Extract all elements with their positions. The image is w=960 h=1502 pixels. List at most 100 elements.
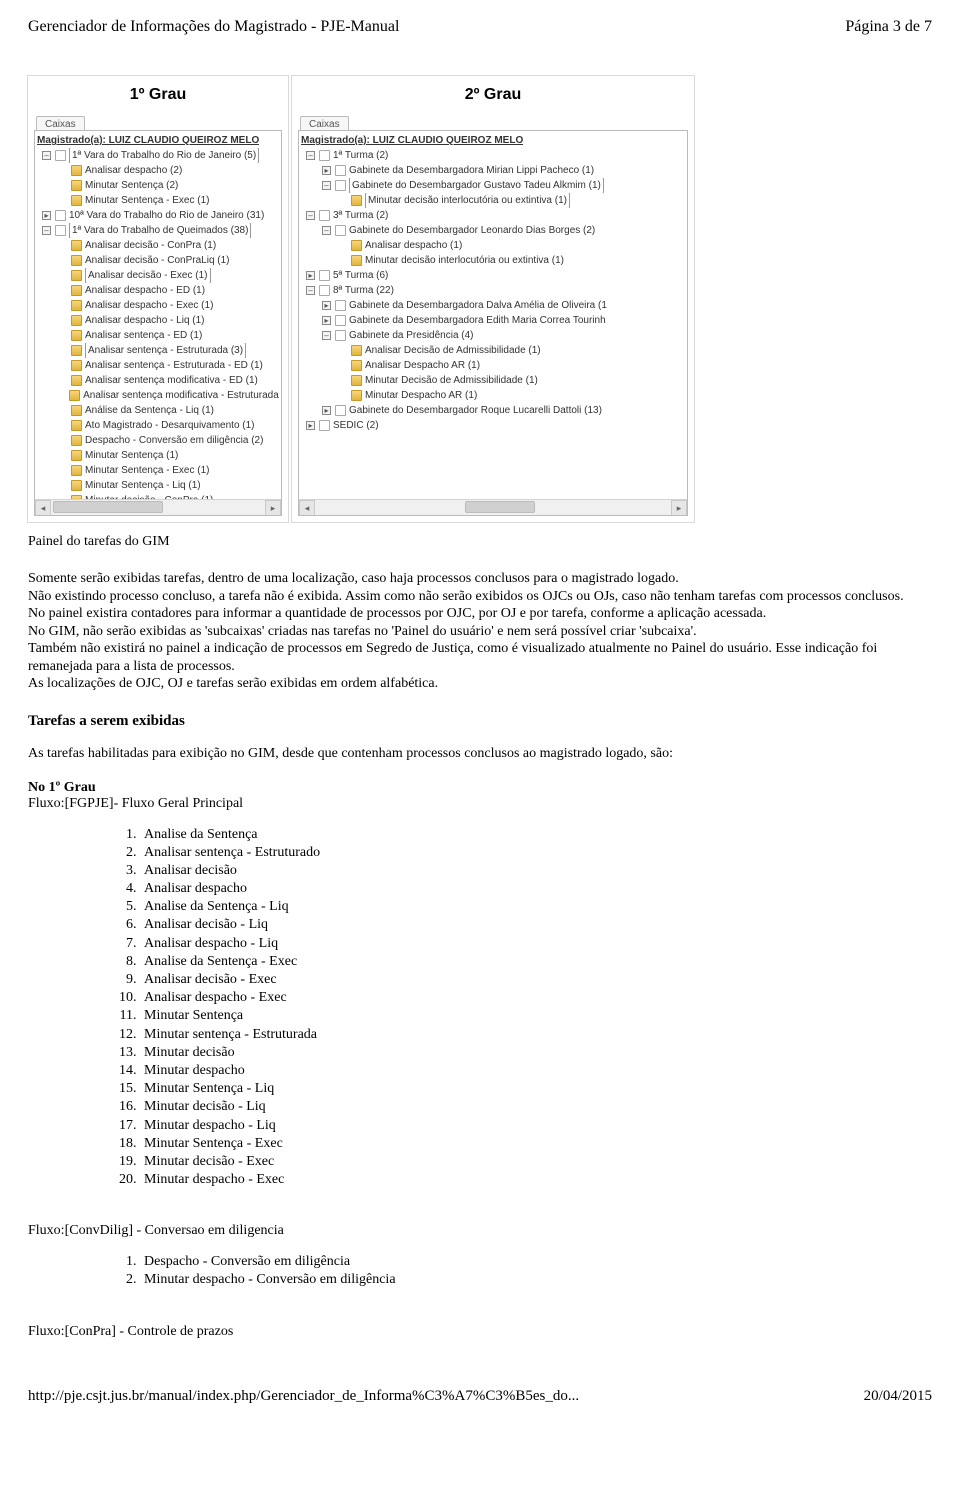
tree-toggle-icon[interactable]: ▸	[42, 211, 51, 220]
tree-row[interactable]: Analisar sentença - Estruturada (3)	[37, 343, 281, 358]
tree-row-label: Analisar sentença modificativa - Estrutu…	[83, 388, 281, 403]
tree-row-label: Analisar sentença - Estruturada - ED (1)	[85, 358, 263, 373]
tree-row[interactable]: ▸5ª Turma (6)	[301, 268, 687, 283]
tree-row[interactable]: –1ª Turma (2)	[301, 148, 687, 163]
tree-row-label: Analisar despacho (2)	[85, 163, 182, 178]
list-item: Analise da Sentença - Liq	[140, 898, 932, 916]
tab-caixas-right[interactable]: Caixas	[300, 116, 349, 130]
panel-1grau: 1º Grau Caixas Magistrado(a): LUIZ CLAUD…	[28, 76, 288, 522]
scroll-right-arrow[interactable]: ▸	[265, 500, 281, 516]
tree-row[interactable]: –Gabinete do Desembargador Leonardo Dias…	[301, 223, 687, 238]
tree-row[interactable]: Minutar Sentença - Liq (1)	[37, 478, 281, 493]
scroll-track[interactable]	[315, 500, 671, 516]
tree-toggle-icon[interactable]: ▸	[306, 421, 315, 430]
file-icon	[335, 180, 346, 191]
tree-row[interactable]: Analisar decisão - Exec (1)	[37, 268, 281, 283]
tree-row[interactable]: Minutar Sentença (2)	[37, 178, 281, 193]
screenshot-panels: 1º Grau Caixas Magistrado(a): LUIZ CLAUD…	[28, 76, 932, 522]
hscrollbar-right[interactable]: ◂ ▸	[299, 499, 687, 515]
tree-toggle-icon[interactable]: ▸	[322, 406, 331, 415]
folder-icon	[351, 195, 362, 206]
tree-row[interactable]: Ato Magistrado - Desarquivamento (1)	[37, 418, 281, 433]
tree-row[interactable]: ▸Gabinete da Desembargadora Mirian Lippi…	[301, 163, 687, 178]
tree-row[interactable]: Analisar sentença modificativa - ED (1)	[37, 373, 281, 388]
convdilig-fluxo: Fluxo:[ConvDilig] - Conversao em diligen…	[28, 1223, 932, 1239]
tree-row[interactable]: ▸10ª Vara do Trabalho do Rio de Janeiro …	[37, 208, 281, 223]
tree-toggle-icon[interactable]: ▸	[322, 301, 331, 310]
folder-icon	[71, 420, 82, 431]
tree-toggle-icon[interactable]: ▸	[306, 271, 315, 280]
tree-row[interactable]: Analisar sentença - ED (1)	[37, 328, 281, 343]
tree-row[interactable]: Análise da Sentença - Liq (1)	[37, 403, 281, 418]
tree-row-label: Minutar decisão interlocutória ou extint…	[365, 253, 564, 268]
tree-row[interactable]: – Gabinete da Presidência (4)	[301, 328, 687, 343]
tree-row[interactable]: Analisar Decisão de Admissibilidade (1)	[301, 343, 687, 358]
tree-toggle-icon[interactable]: ▸	[322, 316, 331, 325]
folder-icon	[71, 465, 82, 476]
body-paragraph: As localizações de OJC, OJ e tarefas ser…	[28, 675, 932, 693]
list-item: Minutar despacho - Conversão em diligênc…	[140, 1271, 932, 1289]
tree-row-label: Analisar decisão - ConPra (1)	[85, 238, 216, 253]
scroll-thumb[interactable]	[465, 501, 535, 513]
tree-row[interactable]: Analisar sentença modificativa - Estrutu…	[37, 388, 281, 403]
tree-row[interactable]: Minutar Sentença (1)	[37, 448, 281, 463]
tree-row[interactable]: ▸SEDIC (2)	[301, 418, 687, 433]
tree-row[interactable]: Despacho - Conversão em diligência (2)	[37, 433, 281, 448]
tree-toggle-icon[interactable]: –	[322, 181, 331, 190]
tree-row[interactable]: – 1ª Vara do Trabalho de Queimados (38)	[37, 223, 281, 238]
figure-caption: Painel do tarefas do GIM	[28, 534, 932, 550]
scroll-right-arrow[interactable]: ▸	[671, 500, 687, 516]
tree-row[interactable]: Analisar despacho - Liq (1)	[37, 313, 281, 328]
tree-row[interactable]: –Gabinete do Desembargador Gustavo Tadeu…	[301, 178, 687, 193]
tree-row[interactable]: Minutar Decisão de Admissibilidade (1)	[301, 373, 687, 388]
tree-toggle-icon[interactable]: –	[306, 286, 315, 295]
conpra-fluxo: Fluxo:[ConPra] - Controle de prazos	[28, 1324, 932, 1340]
tree-row-label: 1ª Vara do Trabalho de Queimados (38)	[69, 223, 251, 238]
scroll-thumb[interactable]	[53, 501, 163, 513]
body-paragraph: No painel existira contadores para infor…	[28, 605, 932, 623]
scroll-left-arrow[interactable]: ◂	[299, 500, 315, 516]
tree-toggle-icon[interactable]: –	[42, 151, 51, 160]
file-icon	[319, 420, 330, 431]
tree-row[interactable]: Analisar despacho (2)	[37, 163, 281, 178]
tree-row[interactable]: –3ª Turma (2)	[301, 208, 687, 223]
tree-header-row: Magistrado(a): LUIZ CLAUDIO QUEIROZ MELO	[37, 133, 281, 148]
tree-row[interactable]: Analisar Despacho AR (1)	[301, 358, 687, 373]
tree-row[interactable]: –1ª Vara do Trabalho do Rio de Janeiro (…	[37, 148, 281, 163]
tree-row[interactable]: ▸Gabinete do Desembargador Roque Lucarel…	[301, 403, 687, 418]
tree-row[interactable]: Minutar decisão interlocutória ou extint…	[301, 253, 687, 268]
tree-toggle-icon[interactable]: –	[306, 151, 315, 160]
scroll-track[interactable]	[51, 500, 265, 516]
tree-row[interactable]: Analisar despacho - Exec (1)	[37, 298, 281, 313]
tree-row[interactable]: Minutar decisão interlocutória ou extint…	[301, 193, 687, 208]
tree-row[interactable]: Minutar Sentença - Exec (1)	[37, 193, 281, 208]
file-icon	[335, 300, 346, 311]
tree-row[interactable]: Analisar decisão - ConPraLiq (1)	[37, 253, 281, 268]
tree-row[interactable]: Analisar decisão - ConPra (1)	[37, 238, 281, 253]
tree-row-label: Gabinete da Presidência (4)	[349, 328, 474, 343]
hscrollbar-left[interactable]: ◂ ▸	[35, 499, 281, 515]
tree-row[interactable]: Analisar despacho (1)	[301, 238, 687, 253]
page-header: Gerenciador de Informações do Magistrado…	[28, 18, 932, 36]
tree-row[interactable]: Minutar Sentença - Exec (1)	[37, 463, 281, 478]
body-paragraph: Também não existirá no painel a indicaçã…	[28, 640, 932, 675]
folder-icon	[351, 345, 362, 356]
tree-toggle-icon[interactable]: ▸	[322, 166, 331, 175]
tree-row-label: Analisar despacho - ED (1)	[85, 283, 205, 298]
tree-toggle-icon[interactable]: –	[306, 211, 315, 220]
tree-row[interactable]: Analisar sentença - Estruturada - ED (1)	[37, 358, 281, 373]
tree-row[interactable]: ▸Gabinete da Desembargadora Dalva Amélia…	[301, 298, 687, 313]
tree-row[interactable]: ▸Gabinete da Desembargadora Edith Maria …	[301, 313, 687, 328]
tree-row[interactable]: –8ª Turma (22)	[301, 283, 687, 298]
tree-toggle-icon[interactable]: –	[322, 331, 331, 340]
tree-row-label: Análise da Sentença - Liq (1)	[85, 403, 214, 418]
list-item: Minutar despacho - Exec	[140, 1171, 932, 1189]
tree-row[interactable]: Analisar despacho - ED (1)	[37, 283, 281, 298]
tree-row-label: Analisar sentença - Estruturada (3)	[85, 343, 246, 358]
scroll-left-arrow[interactable]: ◂	[35, 500, 51, 516]
body-paragraphs: Somente serão exibidas tarefas, dentro d…	[28, 570, 932, 693]
tree-row[interactable]: Minutar Despacho AR (1)	[301, 388, 687, 403]
tree-toggle-icon[interactable]: –	[42, 226, 51, 235]
tree-toggle-icon[interactable]: –	[322, 226, 331, 235]
tab-caixas-left[interactable]: Caixas	[36, 116, 85, 130]
